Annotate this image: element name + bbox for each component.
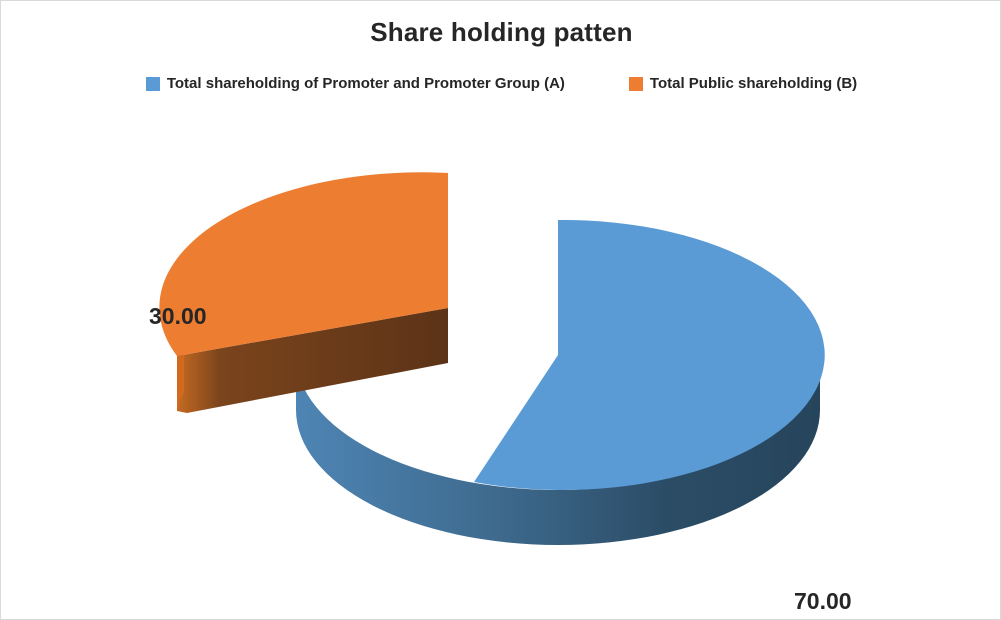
legend-swatch-public-icon [628,76,643,91]
legend-label-promoter: Total shareholding of Promoter and Promo… [166,75,565,92]
data-label-promoter: 70.00 [794,588,852,614]
legend-item-promoter[interactable]: Total shareholding of Promoter and Promo… [145,75,565,92]
slice-promoter-top [474,219,825,490]
legend-label-public: Total Public shareholding (B) [649,75,858,92]
chart-legend[interactable]: Total shareholding of Promoter and Promo… [1,75,1000,92]
legend-swatch-promoter-icon [145,76,160,91]
pie-chart-svg [159,172,825,545]
data-label-public: 30.00 [149,303,207,329]
slice-promoter-3d[interactable] [296,219,825,545]
slice-public-3d[interactable] [159,172,448,413]
chart-title: Share holding patten [370,17,633,47]
slice-promoter-side-wall [296,355,820,545]
legend-item-public[interactable]: Total Public shareholding (B) [628,75,858,92]
slice-public-side-wall [177,308,448,413]
slice-public-top [159,172,448,356]
pie-plot-area: 30.00 70.00 [1,105,1000,619]
